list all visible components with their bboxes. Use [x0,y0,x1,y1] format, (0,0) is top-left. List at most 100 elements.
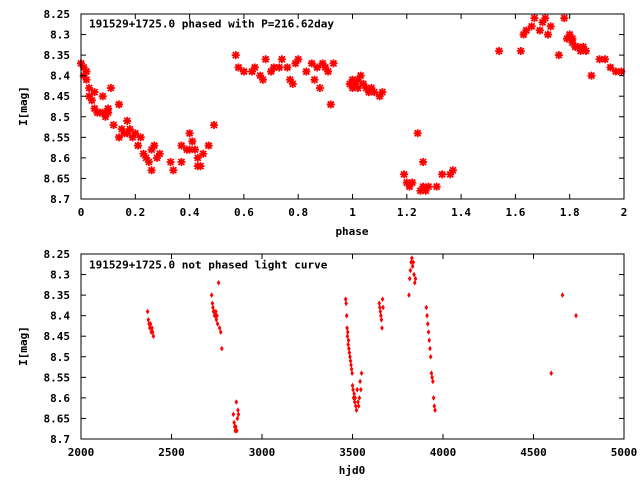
phased-data-point [576,47,585,55]
phased-data-point [546,22,555,31]
unphased-data-point [350,370,354,377]
unphased-data-point [355,386,360,393]
unphased-data-point [356,399,360,405]
phased-data-point [90,104,99,113]
phased-data-point [522,26,531,35]
phased-data-point [261,55,270,64]
phased-data-point [370,88,379,97]
phased-chart-title: 191529+1725.0 phased with P=216.62day [89,18,334,31]
phased-data-point [128,133,137,142]
phased-data-point [446,170,455,179]
unphased-data-point [209,292,214,298]
phased-x-tick-label: 0.6 [234,206,254,219]
unphased-data-point [235,415,240,422]
phased-data-point [560,14,569,23]
phased-data-point [516,47,525,55]
unphased-data-point [431,378,435,385]
unphased-y-tick-label: 8.4 [50,310,70,323]
phased-data-point [408,178,417,187]
unphased-data-point [347,345,351,352]
phased-data-point [527,22,536,31]
phased-data-point [530,14,539,23]
phased-data-point [199,149,208,158]
phased-data-point [234,63,243,72]
unphased-data-point [433,407,437,414]
phased-data-point [432,182,441,191]
unphased-data-point [378,304,382,311]
phased-data-point [153,153,162,162]
phased-data-point [356,71,365,80]
phased-data-point [291,59,300,68]
phased-data-point [348,75,357,84]
unphased-data-point [210,300,215,307]
phased-data-point [416,186,425,195]
phased-data-point [562,34,571,43]
unphased-data-point [377,300,382,307]
unphased-data-point [424,304,429,311]
phased-x-tick-label: 1.4 [451,206,471,219]
phased-data-point [193,153,202,162]
unphased-data-point [146,316,151,323]
unphased-data-point [216,279,221,286]
phased-data-point [326,100,335,109]
unphased-data-point [407,275,412,282]
unphased-data-point [236,411,241,418]
phased-data-point [131,129,140,138]
phased-data-point [405,182,414,191]
phased-data-point [139,149,148,158]
unphased-data-point [381,304,385,311]
phased-data-point [250,63,259,72]
phased-data-point [568,34,577,43]
phased-data-point [136,133,145,142]
phased-data-point [541,14,550,23]
unphased-data-point [410,263,415,270]
unphased-data-point [235,427,239,434]
phased-data-point [565,30,574,39]
phased-y-tick-label: 8.65 [44,172,71,185]
unphased-x-tick-label: 3500 [339,446,366,459]
unphased-data-point [432,403,437,409]
phased-data-point [106,84,115,92]
phased-y-tick-label: 8.3 [50,29,70,42]
phased-data-point [79,63,88,72]
unphased-ticks: 2000 2500 3000 3500 4000 4500 5000 8.25 8.3 8.35 8… [44,248,638,459]
phased-data-point [495,47,504,55]
phased-data-point [329,59,338,68]
phased-data-point [150,141,159,150]
phased-data-point [231,51,240,60]
unphased-data-point [211,304,215,311]
phased-data-point [166,158,175,166]
unphased-data-point [212,308,216,315]
phased-data-point [185,145,194,154]
phased-data-point [204,141,213,150]
unphased-y-tick-label: 8.25 [44,248,71,261]
phased-data-point [115,100,124,109]
phased-x-tick-label: 1.2 [397,206,417,219]
phased-x-tick-label: 1.8 [560,206,580,219]
unphased-data-point [351,386,355,393]
phased-data-point [85,92,94,101]
unphased-data-point [352,390,356,397]
unphased-data-point [574,312,578,319]
phased-data-point [98,108,107,117]
unphased-x-axis-label: hjd0 [339,464,366,477]
phased-data-point [123,129,132,138]
phased-data-point [321,63,330,72]
phased-x-tick-label: 1.6 [505,206,525,219]
phased-data-point [310,75,319,84]
unphased-data-point [236,407,240,414]
unphased-data-point [345,329,350,335]
unphased-data-point [346,341,350,348]
unphased-chart: 2000 2500 3000 3500 4000 4500 5000 8.25 8.3 8.35 8… [17,248,637,477]
unphased-data-point [353,403,358,409]
phased-data-point [117,125,126,134]
unphased-data-point [232,419,236,426]
unphased-data-point [379,312,383,319]
phased-data-point [90,88,99,97]
phased-data-point [606,63,615,72]
phased-data-point [581,47,590,55]
phased-data-point [587,71,596,80]
phased-points-series [77,14,626,195]
unphased-points-series [145,255,578,434]
unphased-x-tick-label: 4500 [520,446,547,459]
